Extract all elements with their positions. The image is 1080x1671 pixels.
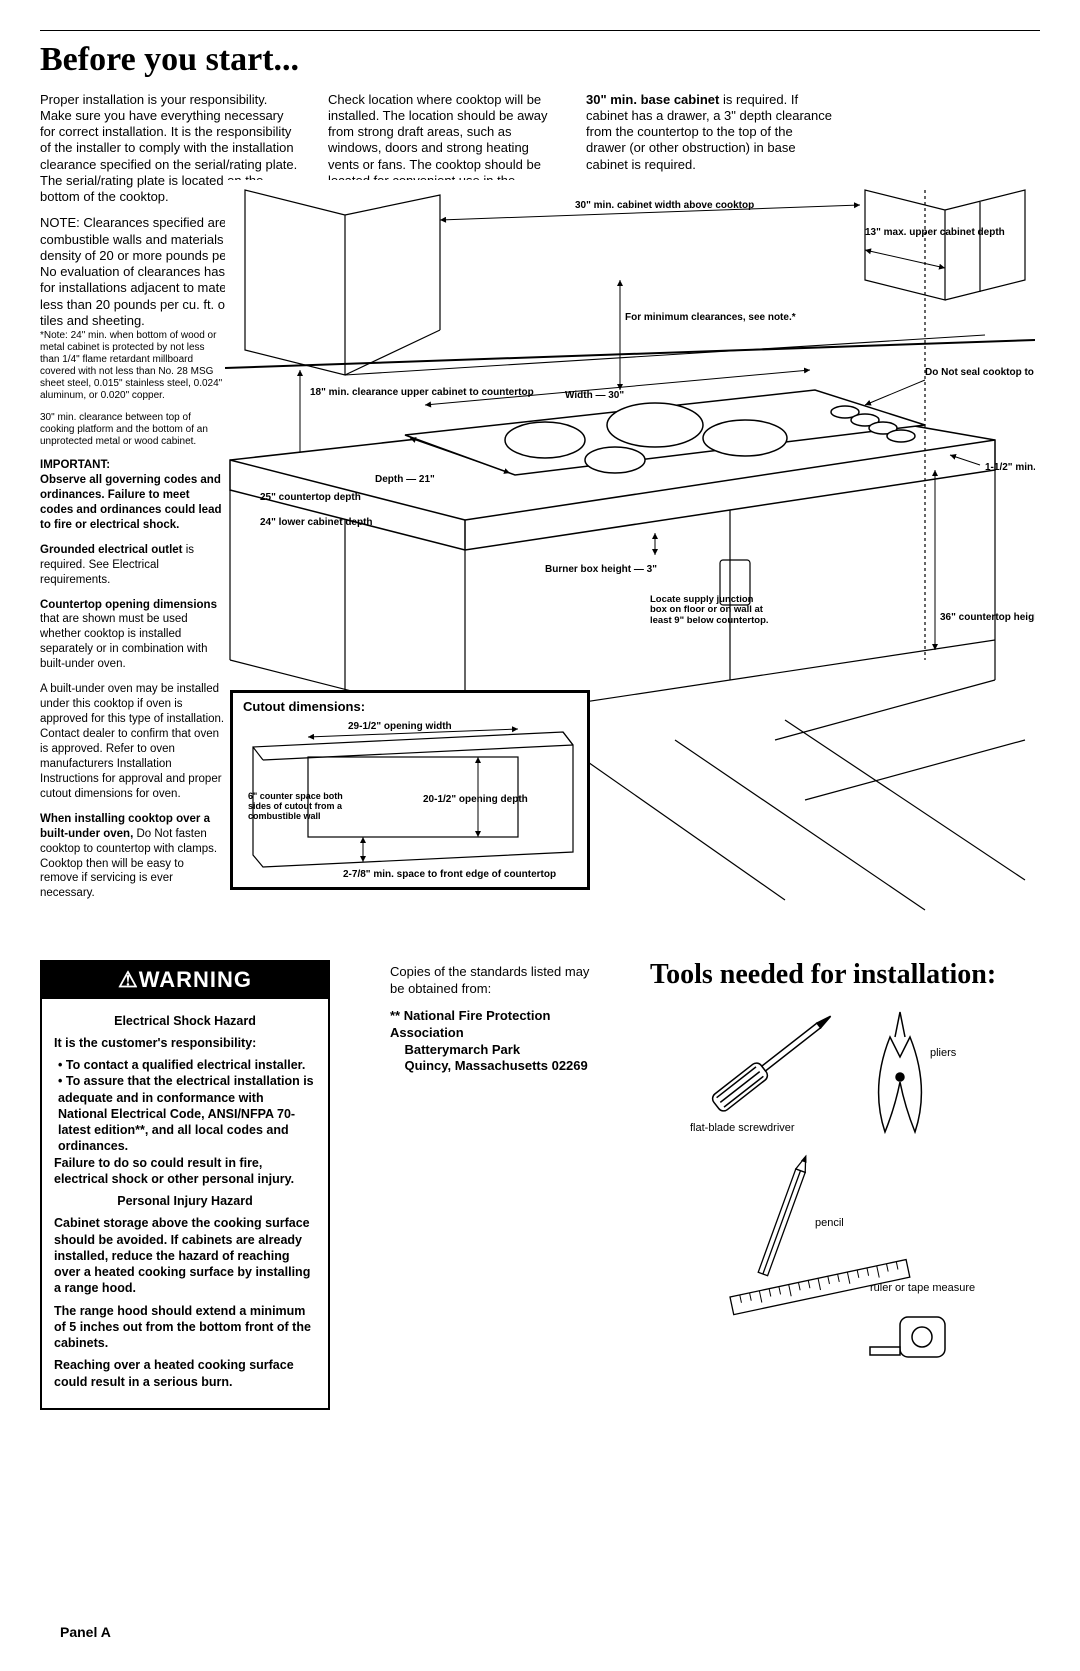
opening-dims: Countertop opening dimensions that are s… [40, 598, 225, 673]
warn-cab: Cabinet storage above the cooking surfac… [54, 1215, 316, 1296]
warn-reach: Reaching over a heated cooking surface c… [54, 1357, 316, 1390]
tools-illustration: flat-blade screwdriver pliers pencil rul… [650, 1007, 1040, 1387]
label-ct25: 25" countertop depth [260, 492, 361, 503]
warn-b1: To contact a qualified electrical instal… [58, 1057, 316, 1073]
important-head: IMPORTANT: [40, 459, 110, 471]
clearance-30: 30" min. clearance between top of cookin… [40, 412, 225, 448]
responsibility: It is the customer's responsibility: [54, 1035, 316, 1051]
standards-org-block: ** National Fire Protection Association … [390, 1008, 600, 1076]
label-pencil: pencil [815, 1217, 844, 1231]
label-upper-depth: 13" max. upper cabinet depth [865, 227, 1005, 238]
important-body: Observe all governing codes and ordinanc… [40, 474, 222, 531]
svg-text:Do Not seal cooktop to counter: Do Not seal cooktop to countertop. [925, 367, 1035, 378]
cutout-front-label: 2-7/8" min. space to front edge of count… [343, 869, 556, 880]
bottom-section: ⚠WARNING Electrical Shock Hazard It is t… [40, 960, 1040, 1410]
tools-section: Tools needed for installation: [630, 960, 1040, 1410]
tools-title: Tools needed for installation: [650, 960, 1040, 991]
warning-bullets: To contact a qualified electrical instal… [54, 1057, 316, 1155]
when-installing: When installing cooktop over a built-und… [40, 812, 225, 902]
warning-header: ⚠WARNING [42, 962, 328, 999]
label-lc24: 24" lower cabinet depth [260, 517, 373, 528]
label-1half: 1-1/2" min. [985, 462, 1035, 473]
builtunder-oven: A built-under oven may be installed unde… [40, 682, 225, 802]
svg-text:For minimum clearances, see no: For minimum clearances, see note.* [625, 312, 796, 323]
warn-fail: Failure to do so could result in fire, e… [54, 1155, 316, 1188]
label-ruler: ruler or tape measure [870, 1282, 975, 1296]
injury-title: Personal Injury Hazard [54, 1193, 316, 1209]
standards-org: National Fire Protection Association [390, 1008, 550, 1040]
label-18-clearance: 18" min. clearance upper cabinet to coun… [310, 387, 534, 398]
label-ct36: 36" countertop height [940, 612, 1035, 623]
cutout-counterspace: 6" counter space both sides of cutout fr… [248, 792, 348, 822]
cutout-dimensions-box: Cutout dimensions: 29-1/2" opening width… [230, 690, 590, 890]
base-cabinet-bold: 30" min. base cabinet [586, 92, 719, 107]
label-burner3: Burner box height — 3" [545, 564, 657, 575]
left-sidebar: *Note: 24" min. when bottom of wood or m… [40, 330, 225, 911]
label-donotseal: Do Not seal cooktop to countertop. [925, 367, 1035, 378]
cutout-title: Cutout dimensions: [243, 699, 577, 715]
label-pliers: pliers [930, 1047, 956, 1061]
label-junction: Locate supply junction box on floor or o… [650, 595, 770, 626]
label-width-30: Width — 30" [565, 390, 624, 401]
shock-title: Electrical Shock Hazard [54, 1013, 316, 1029]
cutout-width-label: 29-1/2" opening width [348, 721, 452, 732]
opening-head: Countertop opening dimensions [40, 599, 217, 611]
label-screwdriver: flat-blade screwdriver [690, 1122, 795, 1136]
standards-addr1: Batterymarch Park [404, 1042, 520, 1057]
note-24: *Note: 24" min. when bottom of wood or m… [40, 330, 225, 402]
warn-b2: To assure that the electrical installati… [58, 1073, 316, 1154]
grounded-outlet: Grounded electrical outlet is required. … [40, 543, 225, 588]
warn-hood: The range hood should extend a minimum o… [54, 1303, 316, 1352]
standards-addr2: Quincy, Massachusetts 02269 [404, 1058, 587, 1073]
label-cabinet-width: 30" min. cabinet width above cooktop [575, 200, 754, 211]
panel-label: Panel A [60, 1624, 111, 1642]
intro-basecabinet: 30" min. base cabinet is required. If ca… [586, 92, 836, 173]
standards-p1: Copies of the standards listed may be ob… [390, 964, 600, 998]
page-title: Before you start... [40, 39, 1040, 82]
label-min-clear: For minimum clearances, see note.* [625, 312, 796, 323]
page-top-rule [40, 30, 1040, 31]
warning-body: Electrical Shock Hazard It is the custom… [42, 999, 328, 1408]
warning-box: ⚠WARNING Electrical Shock Hazard It is t… [40, 960, 330, 1410]
important-block: IMPORTANT: Observe all governing codes a… [40, 458, 225, 533]
opening-body: that are shown must be used whether cook… [40, 613, 207, 670]
standards-star: ** [390, 1008, 400, 1023]
standards-column: Copies of the standards listed may be ob… [360, 960, 600, 1410]
grounded-head: Grounded electrical outlet [40, 544, 183, 556]
label-depth21: Depth — 21" [375, 474, 435, 485]
svg-text:13" max. upper cabinet depth: 13" max. upper cabinet depth [865, 227, 1005, 238]
cutout-depth-label: 20-1/2" opening depth [423, 794, 528, 805]
